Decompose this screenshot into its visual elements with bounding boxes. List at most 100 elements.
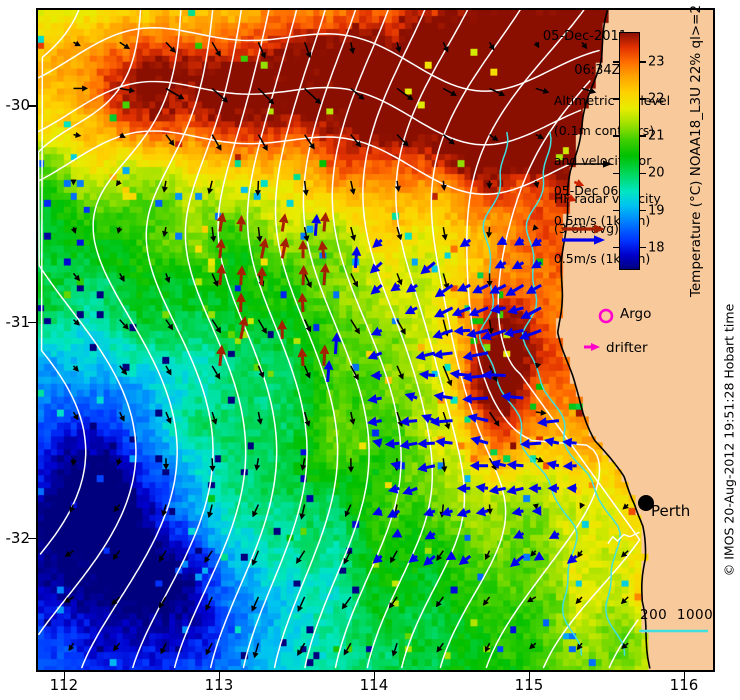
- altimetry-velocity-arrow: [620, 550, 629, 558]
- altimetry-velocity-arrow: [119, 411, 125, 422]
- hfradar-velocity-arrow-blue: [489, 283, 507, 294]
- altimetry-velocity-arrow: [484, 642, 491, 653]
- hfradar-velocity-arrow-blue: [432, 328, 454, 340]
- hfradar-velocity-arrow-blue: [500, 391, 524, 402]
- altimetry-velocity-arrow: [72, 319, 80, 326]
- hfradar-velocity-arrow-blue: [566, 554, 578, 564]
- altimetry-velocity-arrow: [211, 319, 222, 334]
- hfradar-velocity-arrow-red: [236, 265, 247, 286]
- altimetry-velocity-arrow: [70, 179, 77, 186]
- hfradar-velocity-arrow-blue: [405, 283, 418, 293]
- hfradar-velocity-arrow-blue: [424, 530, 436, 540]
- altimetry-velocity-arrow: [484, 550, 491, 561]
- altimetry-velocity-arrow: [530, 550, 537, 557]
- hfradar-velocity-arrow-blue: [433, 306, 454, 318]
- sealevel-contour: [38, 27, 600, 92]
- altimetry-velocity-arrow: [64, 596, 74, 603]
- colorbar-tick-label: 20: [648, 165, 665, 181]
- altimetry-velocity-arrow: [165, 134, 175, 147]
- hfradar-velocity-arrow-blue: [417, 462, 436, 473]
- x-tick-label: 112: [49, 676, 79, 694]
- colorbar-tick-label: 21: [648, 128, 665, 144]
- hfradar-legend-line1: HF radar velocity: [553, 191, 661, 206]
- hfradar-velocity-arrow-blue: [331, 332, 342, 355]
- colorbar-tickmark: [640, 246, 646, 249]
- hfradar-velocity-arrow-blue: [369, 261, 383, 274]
- altimetry-velocity-arrow: [395, 42, 402, 53]
- y-tick-label: -32: [5, 528, 31, 547]
- hfradar-velocity-arrow-blue: [399, 416, 418, 427]
- hfradar-velocity-arrow-blue: [370, 326, 383, 336]
- hfradar-velocity-arrow-blue: [372, 506, 383, 516]
- colorbar-tick-label: 23: [648, 54, 665, 70]
- altimetry-velocity-arrow: [391, 642, 398, 657]
- hfradar-velocity-arrow-blue: [562, 437, 577, 448]
- altimetry-velocity-arrow: [535, 87, 550, 94]
- hfradar-velocity-arrow-red: [235, 292, 246, 313]
- hfradar-velocity-arrow-blue: [367, 350, 383, 360]
- altimetry-velocity-arrow: [396, 273, 403, 286]
- x-tickmark: [63, 672, 66, 680]
- hfradar-velocity-arrow-blue: [546, 460, 560, 470]
- hfradar-velocity-arrow-blue: [472, 283, 489, 294]
- altimetry-velocity-arrow: [303, 273, 312, 289]
- hfradar-velocity-arrow-blue: [548, 530, 560, 539]
- altimetry-velocity-arrow: [73, 131, 82, 139]
- x-tick-label: 115: [514, 676, 544, 694]
- altimetry-velocity-arrow: [254, 180, 261, 196]
- hfradar-velocity-arrow-blue: [482, 369, 506, 380]
- sealevel-contour: [302, 10, 370, 669]
- timestamp-annotation: 05-Dec-2011 06:34Z: [530, 28, 640, 79]
- hfradar-velocity-arrow-blue: [399, 439, 418, 450]
- sealevel-contour: [273, 10, 339, 669]
- altimetry-velocity-arrow: [534, 362, 542, 369]
- altimetry-velocity-arrow: [297, 596, 306, 612]
- hfradar-velocity-arrow-blue: [520, 306, 542, 319]
- altimetry-velocity-arrow: [304, 134, 315, 150]
- altimetry-velocity-arrow: [207, 180, 214, 195]
- hfradar-velocity-arrow-red: [215, 238, 226, 259]
- altimetry-velocity-arrow: [211, 411, 218, 425]
- colorbar-tickmark: [613, 135, 619, 137]
- hfradar-velocity-arrow-red: [319, 344, 330, 366]
- hfradar-velocity-arrow-blue: [387, 484, 400, 494]
- sealevel-contour: [497, 80, 641, 669]
- altimetry-velocity-arrow: [622, 503, 629, 510]
- hfradar-velocity-arrow-blue: [531, 237, 542, 247]
- perth-city-marker-icon: [638, 495, 654, 511]
- altimetry-velocity-arrow: [349, 180, 356, 195]
- hfradar-velocity-arrow-blue: [391, 528, 403, 538]
- altimetry-velocity-arrow: [394, 180, 401, 192]
- map-overlay-layer: [38, 10, 651, 669]
- altimetry-velocity-arrow: [72, 272, 81, 282]
- hfradar-velocity-arrow-blue: [323, 360, 334, 383]
- y-tick-label: -31: [5, 312, 31, 331]
- altimetry-velocity-arrow: [396, 226, 403, 241]
- y-tickmark: [28, 537, 36, 540]
- x-tick-label: 114: [359, 676, 389, 694]
- colorbar-tickmark: [640, 172, 646, 175]
- scalebar-line-icon: [639, 629, 708, 633]
- altimetry-velocity-arrow: [256, 226, 263, 243]
- altimetry-velocity-arrow: [254, 458, 261, 471]
- altimetry-velocity-arrow: [349, 42, 356, 55]
- hfradar-velocity-arrow-blue: [372, 553, 383, 564]
- hfradar-velocity-arrow-blue: [434, 283, 454, 298]
- hfradar-velocity-arrow-red: [297, 347, 308, 366]
- hfradar-velocity-arrow-red: [319, 211, 330, 232]
- altimetry-velocity-arrow: [205, 642, 213, 656]
- x-tickmark: [683, 672, 686, 680]
- scalebar-label: 200 1000m: [640, 607, 714, 623]
- sealevel-contour: [38, 80, 582, 146]
- argo-marker-icon: [598, 308, 614, 324]
- altimetry-velocity-arrow: [488, 41, 495, 51]
- altimetry-velocity-arrow: [303, 319, 312, 333]
- altimetry-velocity-arrow: [436, 550, 444, 562]
- altimetry-velocity-arrow: [486, 273, 493, 287]
- hfradar-velocity-arrow-blue: [420, 261, 436, 275]
- altimetry-velocity-arrow: [535, 409, 547, 416]
- hfradar-velocity-arrow-blue: [456, 507, 471, 518]
- colorbar-tickmark: [613, 98, 619, 100]
- altimetry-velocity-arrow: [162, 226, 169, 238]
- hfradar-velocity-arrow-blue: [470, 435, 489, 446]
